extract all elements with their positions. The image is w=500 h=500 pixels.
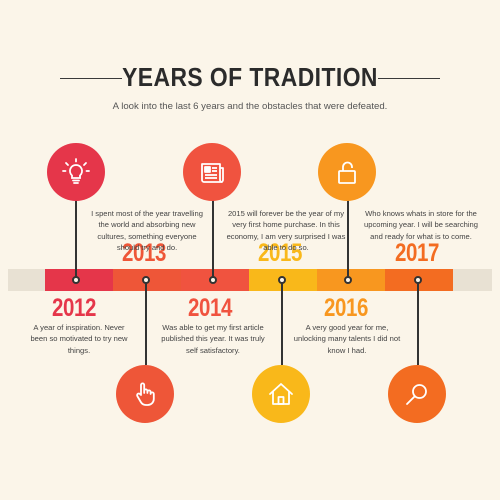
year-2015: 2015 <box>258 239 302 267</box>
title-rule-right <box>378 78 440 79</box>
page-title: YEARS OF TRADITION <box>122 62 378 92</box>
lightbulb-icon <box>47 143 105 201</box>
year-2014: 2014 <box>188 294 232 322</box>
connector-2015 <box>281 280 283 365</box>
unlock-icon <box>318 143 376 201</box>
year-2013: 2013 <box>122 239 166 267</box>
magnifier-icon <box>388 365 446 423</box>
connector-2012 <box>75 200 77 280</box>
connector-dot-2013 <box>142 276 150 284</box>
connector-dot-2016 <box>344 276 352 284</box>
connector-2016 <box>347 200 349 280</box>
description-2015: 2015 will forever be the year of my very… <box>226 209 346 253</box>
connector-2017 <box>417 280 419 365</box>
hand-pointer-icon <box>116 365 174 423</box>
year-2017: 2017 <box>395 239 439 267</box>
description-2012: A year of inspiration. Never been so mot… <box>30 323 128 355</box>
description-2017: Who knows whats in store for the upcomin… <box>364 209 478 241</box>
newspaper-icon <box>183 143 241 201</box>
connector-dot-2017 <box>414 276 422 284</box>
connector-2014 <box>212 200 214 280</box>
year-2012: 2012 <box>52 294 96 322</box>
year-2016: 2016 <box>324 294 368 322</box>
description-2013: I spent most of the year travelling the … <box>91 209 203 253</box>
connector-dot-2012 <box>72 276 80 284</box>
page-subtitle: A look into the last 6 years and the obs… <box>112 101 388 112</box>
connector-2013 <box>145 280 147 365</box>
title-rule-left <box>60 78 122 79</box>
home-icon <box>252 365 310 423</box>
description-2016: A very good year for me, unlocking many … <box>293 323 401 355</box>
connector-dot-2015 <box>278 276 286 284</box>
connector-dot-2014 <box>209 276 217 284</box>
description-2014: Was able to get my first article publish… <box>161 323 265 355</box>
